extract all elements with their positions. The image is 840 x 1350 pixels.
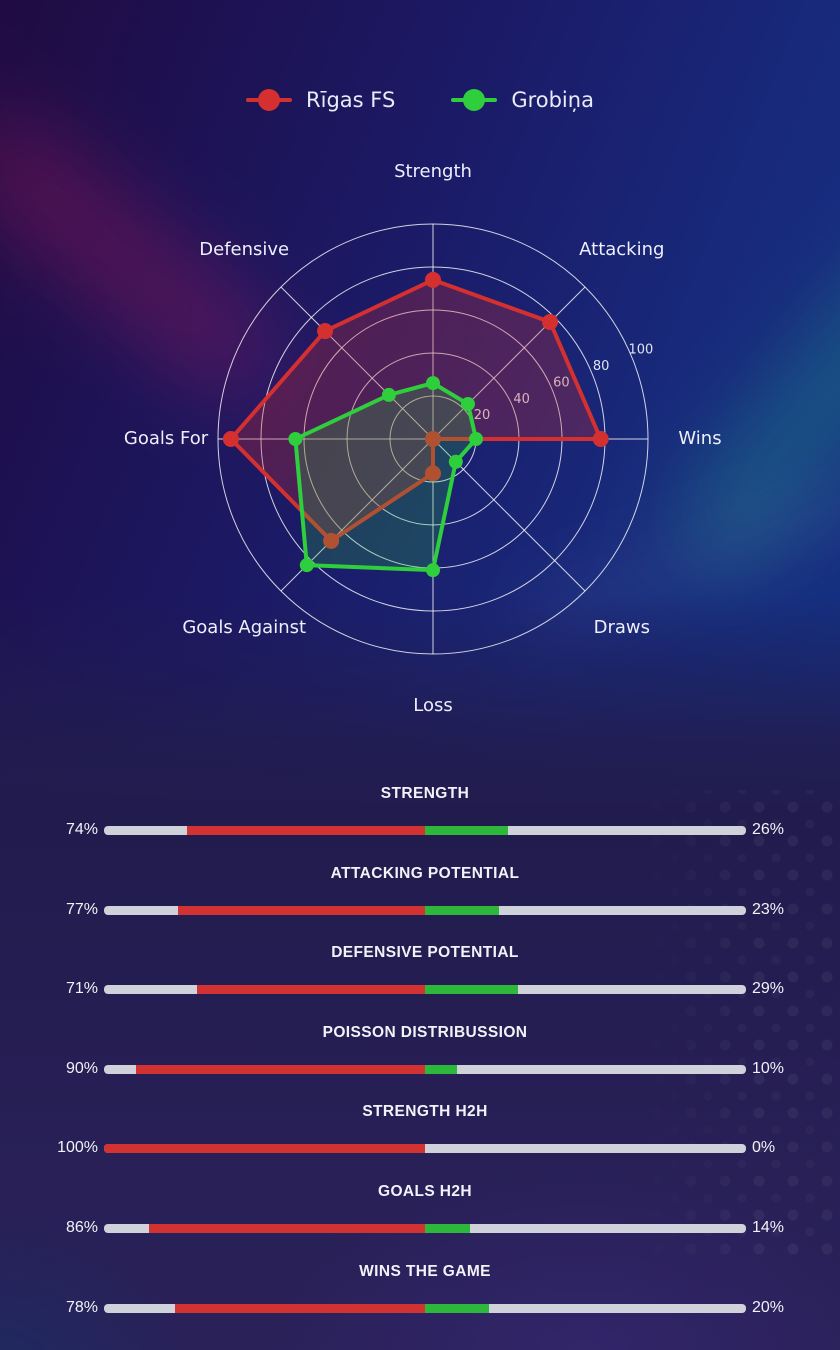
legend-label: Grobiņa — [511, 88, 594, 112]
left-team-percent: 77% — [65, 900, 98, 918]
radar-tick-label: 80 — [593, 359, 610, 374]
comparison-row-title: STRENGTH H2H — [362, 1103, 488, 1121]
left-team-percent: 90% — [65, 1059, 98, 1077]
axis-label-defensive: Defensive — [199, 239, 289, 260]
comparison-bar-track — [104, 1303, 746, 1313]
comparison-row: WINS THE GAME 78% 20% — [0, 1263, 840, 1323]
comparison-row-title: POISSON DISTRIBUSSION — [322, 1023, 528, 1041]
right-team-percent: 10% — [752, 1059, 785, 1077]
legend-marker-red — [246, 89, 293, 111]
comparison-row: DEFENSIVE POTENTIAL 71% 29% — [0, 944, 840, 1004]
radar-point — [460, 397, 475, 412]
radar-point — [426, 376, 440, 391]
left-team-percent: 74% — [65, 821, 98, 838]
radar-tick-label: 40 — [513, 392, 530, 407]
axis-label-draws: Draws — [594, 617, 650, 638]
radar-tick-label: 60 — [553, 375, 570, 390]
comparison-row-title: STRENGTH — [380, 785, 470, 802]
comparison-row: ATTACKING POTENTIAL 77% 23% — [0, 865, 840, 925]
right-team-percent: 20% — [752, 1298, 785, 1316]
chart-legend: Rīgas FS Grobiņa — [0, 78, 840, 122]
radar-tick-label: 20 — [474, 408, 491, 423]
left-team-percent: 86% — [65, 1219, 98, 1236]
right-team-bar-segment — [425, 905, 499, 915]
axis-label-goals-for: Goals For — [124, 428, 209, 449]
axis-label-attacking: Attacking — [579, 239, 664, 260]
right-team-bar-segment — [425, 985, 519, 995]
comparison-row: POISSON DISTRIBUSSION 90% 10% — [0, 1024, 840, 1084]
radar-point — [542, 313, 559, 330]
right-team-bar-segment — [425, 826, 509, 835]
red-dot-icon — [258, 89, 281, 111]
left-team-bar-segment — [136, 1064, 425, 1074]
left-team-percent: 78% — [65, 1298, 98, 1316]
radar-point — [425, 271, 441, 288]
legend-label: Rīgas FS — [306, 88, 396, 112]
left-team-bar-segment — [104, 1144, 425, 1154]
axis-label-goals-against: Goals Against — [182, 617, 306, 638]
right-team-percent: 23% — [752, 900, 785, 918]
right-team-percent: 26% — [752, 821, 785, 838]
radar-point — [592, 431, 609, 447]
radar-tick-label: 100 — [628, 342, 653, 357]
radar-point — [288, 432, 303, 446]
comparison-bar-track — [104, 1224, 746, 1233]
right-team-bar-segment — [425, 1224, 470, 1233]
radar-point — [425, 431, 441, 447]
legend-marker-green — [451, 89, 498, 111]
right-team-percent: 29% — [752, 980, 785, 998]
radar-point — [426, 563, 440, 578]
comparison-row-title: DEFENSIVE POTENTIAL — [331, 944, 519, 962]
radar-point — [317, 323, 334, 340]
left-team-bar-segment — [177, 905, 425, 915]
radar-point — [448, 454, 463, 469]
left-team-bar-segment — [174, 1303, 425, 1313]
comparison-bar-track — [104, 1064, 746, 1074]
radar-point — [425, 465, 441, 482]
comparison-bar-track — [104, 905, 746, 915]
right-team-percent: 14% — [752, 1219, 785, 1236]
comparison-row: STRENGTH H2H 100% 0% — [0, 1103, 840, 1163]
comparison-row: GOALS H2H 86% 14% — [0, 1183, 840, 1243]
comparison-row: STRENGTH 74% 26% — [0, 785, 840, 845]
comparison-bar-track — [104, 1144, 746, 1154]
axis-label-loss: Loss — [413, 695, 452, 716]
radar-point — [469, 432, 483, 446]
axis-label-strength: Strength — [394, 161, 472, 182]
right-team-bar-segment — [425, 1064, 458, 1074]
left-team-percent: 100% — [57, 1139, 98, 1157]
left-team-bar-segment — [148, 1224, 425, 1233]
right-team-bar-segment — [425, 1303, 490, 1313]
comparison-row-title: WINS THE GAME — [359, 1262, 491, 1280]
legend-item-grobina[interactable]: Grobiņa — [451, 88, 594, 112]
comparison-bar-track — [104, 826, 746, 835]
right-team-percent: 0% — [752, 1139, 776, 1157]
axis-label-wins: Wins — [678, 428, 721, 449]
dot-pattern-overlay — [640, 790, 840, 1260]
radar-chart: 20 40 60 80 100 Strength Attacking Wins Draws Los… — [124, 161, 722, 716]
left-team-bar-segment — [187, 826, 425, 835]
comparison-row-title: GOALS H2H — [377, 1183, 473, 1200]
radar-point — [222, 431, 239, 447]
radar-point — [381, 387, 396, 402]
comparison-row-title: ATTACKING POTENTIAL — [330, 864, 520, 882]
radar-point — [323, 532, 340, 549]
comparison-bar-track — [104, 985, 746, 995]
background-bottom-blue-glow — [0, 1053, 294, 1350]
green-dot-icon — [463, 89, 486, 111]
legend-item-rigas-fs[interactable]: Rīgas FS — [246, 88, 395, 112]
radar-point — [299, 558, 314, 573]
left-team-percent: 71% — [65, 980, 98, 998]
left-team-bar-segment — [197, 985, 425, 995]
